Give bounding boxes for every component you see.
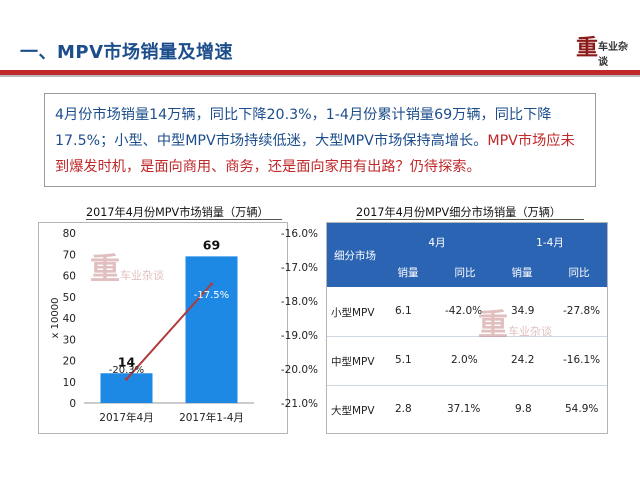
bar-line-chart: 0 10 20 30 40 50 60 70 80 x 10000 14 2017年4月 69 2017年… [50,228,318,424]
table-title-underline [356,219,584,220]
x-tick-label: 2017年4月 [99,411,153,424]
y-tick-label: 30 [63,334,76,346]
cell-ytd-sales: 24.2 [511,354,535,366]
y-tick-label: 40 [63,313,76,325]
bar-value-label: 14 [118,354,136,369]
yoy-value-label: -20.3% [109,365,144,376]
logo-text: 车业杂谈 [598,42,628,68]
y2-tick-label: -19.0% [281,330,318,342]
cell-apr-sales: 2.8 [395,403,412,415]
y-tick-label: 70 [63,249,76,261]
chart-title: 2017年4月份MPV市场销量（万辆） [86,206,269,219]
table-title: 2017年4月份MPV细分市场销量（万辆） [356,206,562,219]
cell-apr-yoy: 2.0% [451,354,478,366]
row-divider [327,336,607,337]
cell-ytd-yoy: -16.1% [563,354,601,366]
y2-tick-label: -20.0% [281,364,318,376]
chart-frame [38,222,288,434]
logo-glyph: 重 [576,36,599,61]
y-axis-label: x 10000 [50,298,61,339]
y-tick-label: 10 [63,377,76,389]
cell-ytd-yoy: 54.9% [565,403,599,415]
y2-tick-label: -16.0% [281,228,318,240]
summary-box: 4月份市场销量14万辆，同比下降20.3%，1-4月份累计销量69万辆，同比下降… [44,93,596,187]
y2-tick-label: -17.0% [281,262,318,274]
summary-highlight: MPV市场应未到爆发时机，是面向商用、商务，还是面向家用有出路？仍待探索。 [55,133,575,175]
yoy-line [125,283,213,380]
th-apr-yoy: 同比 [454,267,476,279]
bar-value-label: 69 [203,237,220,252]
y2-tick-label: -18.0% [281,296,318,308]
cell-apr-yoy: 37.1% [447,403,481,415]
title-rule-red [0,70,640,75]
cell-apr-yoy: -42.0% [445,305,483,317]
y-tick-label: 60 [63,271,76,283]
cell-segment: 中型MPV [331,356,375,368]
cell-apr-sales: 6.1 [395,305,412,317]
summary-text: 4月份市场销量14万辆，同比下降20.3%，1-4月份累计销量69万辆，同比下降… [55,107,552,149]
table-header: 细分市场 4月 1-4月 销量 同比 销量 同比 [327,223,607,287]
y2-tick-label: -21.0% [281,398,318,410]
y-tick-label: 20 [63,356,76,368]
x-tick-label: 2017年1-4月 [179,411,244,424]
table-row: 中型MPV 5.1 2.0% 24.2 -16.1% [327,336,607,385]
chart-title-underline [86,219,282,220]
th-group-ytd: 1-4月 [536,237,564,249]
th-segment: 细分市场 [334,250,376,262]
th-group-apr: 4月 [428,237,446,249]
th-ytd-sales: 销量 [511,267,533,279]
row-divider [327,385,607,386]
yoy-value-label: -17.5% [194,290,229,301]
title-rule-gray [0,75,640,77]
yoy-point [125,377,128,381]
cell-segment: 小型MPV [331,307,375,319]
y-tick-label: 80 [63,228,76,240]
th-ytd-yoy: 同比 [568,267,590,279]
cell-segment: 大型MPV [331,405,375,417]
table-row: 小型MPV 6.1 -42.0% 34.9 -27.8% [327,287,607,336]
cell-apr-sales: 5.1 [395,354,412,366]
table-row: 大型MPV 2.8 37.1% 9.8 54.9% [327,385,607,433]
cell-ytd-sales: 9.8 [515,403,532,415]
bar [185,256,238,403]
y-tick-label: 50 [63,292,76,304]
th-apr-sales: 销量 [397,267,419,279]
yoy-point [210,282,213,286]
segment-table: 细分市场 4月 1-4月 销量 同比 销量 同比 小型MPV 6.1 -42.0… [326,222,608,434]
page-title: 一、MPV市场销量及增速 [20,42,234,63]
cell-ytd-yoy: -27.8% [563,305,601,317]
y-tick-label: 0 [69,398,76,410]
cell-ytd-sales: 34.9 [511,305,535,317]
brand-logo: 重 车业杂谈 [572,28,632,68]
